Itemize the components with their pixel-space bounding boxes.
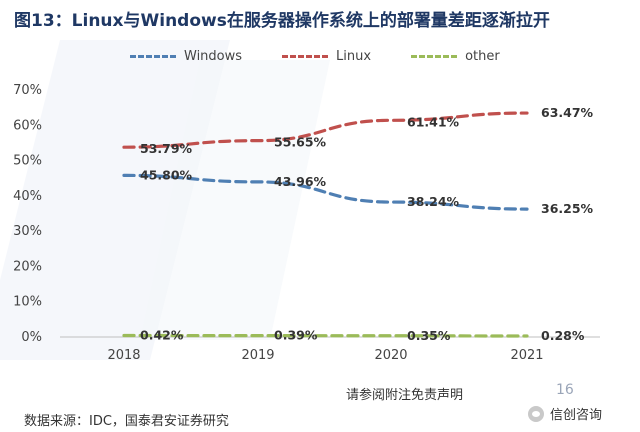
legend-swatch-linux	[282, 54, 329, 58]
y-tick-label: 10%	[13, 295, 42, 310]
legend-label-linux: Linux	[336, 48, 372, 64]
x-tick-label: 2018	[107, 348, 140, 363]
data-label-linux: 55.65%	[274, 135, 327, 150]
x-tick-label: 2021	[510, 348, 543, 363]
wechat-name: 信创咨询	[550, 408, 603, 423]
line-chart: 0% 10% 20% 30% 40% 50% 60% 70% 2018 2019 2020 2021 4…	[13, 83, 600, 363]
legend-swatch-windows	[130, 54, 176, 58]
legend-item-linux: Linux	[282, 49, 371, 64]
data-label-linux: 61.41%	[407, 114, 460, 129]
disclaimer-note: 请参阅附注免责声明	[346, 388, 464, 403]
data-label-windows: 38.24%	[407, 194, 460, 209]
data-label-windows: 45.80%	[140, 167, 193, 182]
data-label-linux: 63.47%	[541, 105, 594, 120]
series-line-linux	[122, 111, 529, 149]
legend-label-windows: Windows	[184, 48, 243, 64]
page-number: 16	[556, 382, 574, 398]
legend: Windows Linux other	[130, 46, 500, 66]
data-label-other: 0.35%	[407, 328, 451, 343]
legend-item-other: other	[411, 49, 500, 64]
wechat-icon	[528, 405, 544, 422]
data-label-other: 0.39%	[274, 328, 318, 343]
legend-item-windows: Windows	[130, 49, 242, 64]
y-tick-label: 40%	[13, 189, 42, 204]
data-label-windows: 43.96%	[274, 174, 327, 189]
series-line-windows	[122, 173, 529, 211]
data-label-other: 0.28%	[541, 328, 585, 343]
x-tick-label: 2019	[241, 348, 274, 363]
data-label-windows: 36.25%	[541, 201, 594, 216]
x-tick-label: 2020	[374, 348, 407, 363]
data-label-linux: 53.79%	[140, 141, 193, 156]
legend-label-other: other	[465, 48, 500, 64]
y-tick-label: 70%	[13, 83, 42, 98]
y-tick-label: 60%	[13, 118, 42, 133]
y-tick-label: 50%	[13, 154, 42, 169]
y-tick-label: 0%	[21, 330, 42, 345]
wechat-account: 信创咨询	[528, 404, 602, 423]
data-source: 数据来源：IDC，国泰君安证券研究	[24, 414, 229, 429]
data-label-other: 0.42%	[140, 328, 184, 343]
chart-title: 图13：Linux与Windows在服务器操作系统上的部署量差距逐渐拉开	[14, 11, 550, 31]
y-tick-label: 30%	[13, 224, 42, 239]
legend-swatch-other	[411, 54, 458, 58]
y-tick-label: 20%	[13, 259, 42, 274]
